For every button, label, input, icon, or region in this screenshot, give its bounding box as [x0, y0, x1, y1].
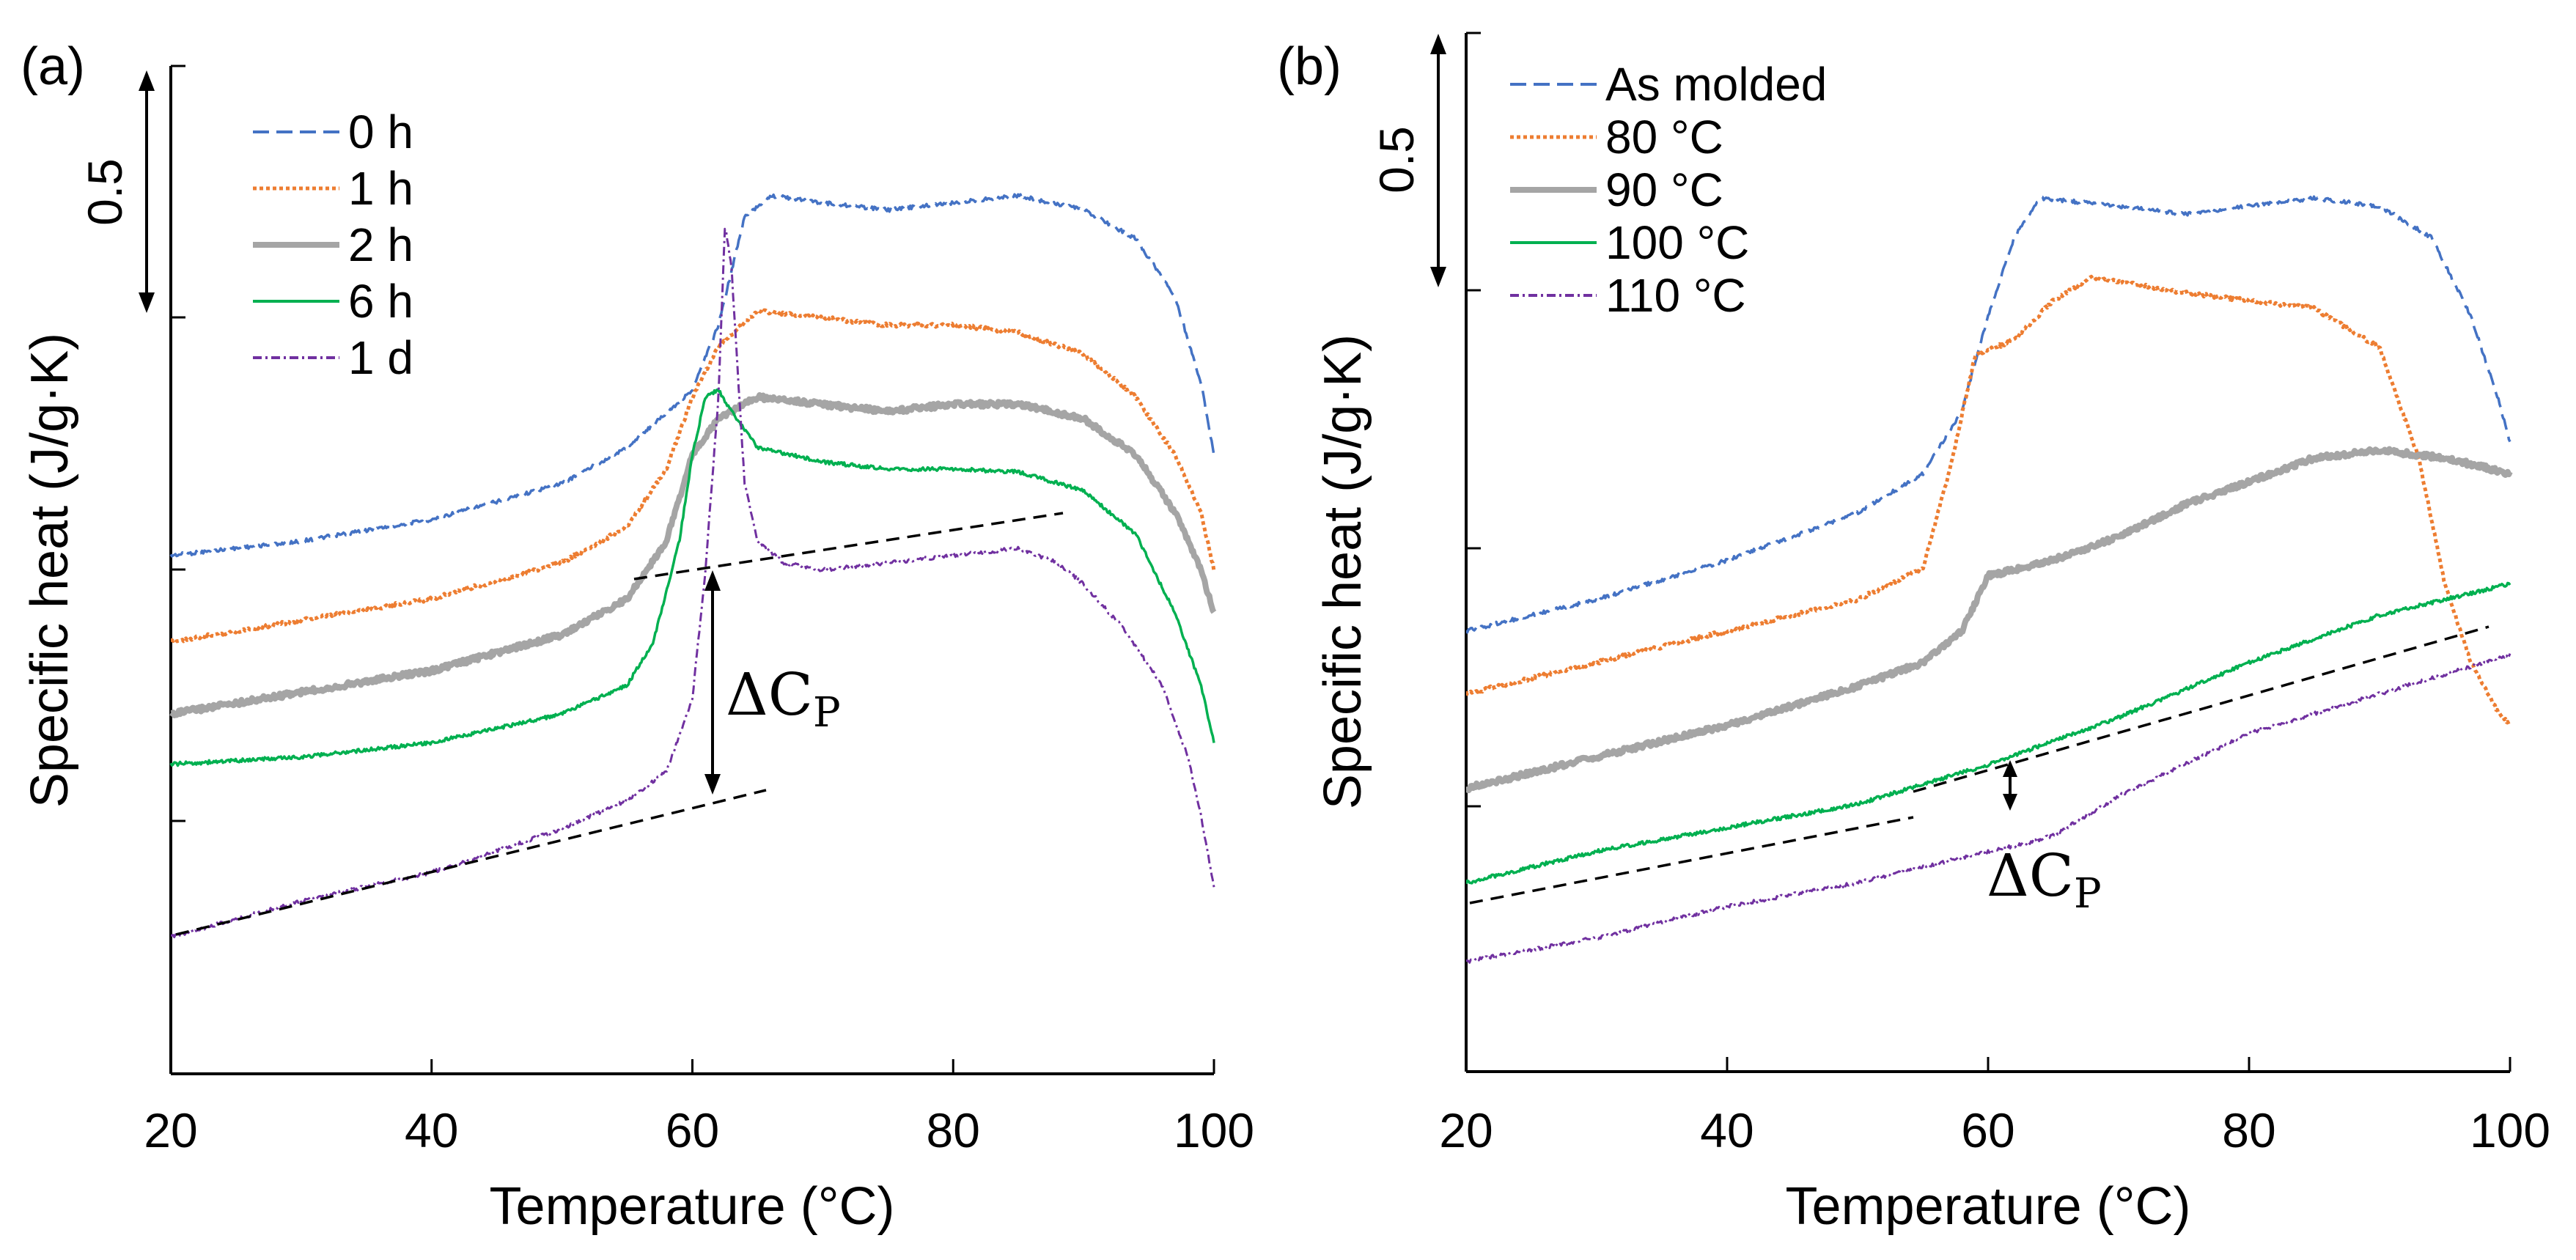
panel-a-legend-label-1-d: 1 d [348, 331, 413, 384]
panel-b-y-minor-ticks [1466, 32, 1481, 808]
panel-b-scale-bar-arrow-up [1430, 34, 1446, 54]
panel-b-series-80c-line [1466, 274, 2512, 728]
panel-b-series-90c-line [1466, 446, 2513, 794]
panel-b-series-110c-line [1466, 652, 2511, 964]
panel-b-delta-cp-arrow [2003, 760, 2017, 811]
panel-b-scale-bar: 0.5 [1369, 34, 1446, 287]
panel-a-scale-bar: 0.5 [78, 70, 155, 313]
panel-b-x-axis-title: Temperature (°C) [1786, 1177, 2191, 1236]
panel-a-x-tick-label: 100 [1174, 1103, 1254, 1157]
panel-a-delta-cp-label: ΔCP [726, 660, 841, 737]
panel-b-x-tick-label: 20 [1439, 1103, 1493, 1157]
panel-a-x-axis-title: Temperature (°C) [490, 1177, 895, 1236]
panel-a-scale-bar-arrow-up [139, 70, 155, 91]
panel-a-y-minor-ticks [171, 65, 185, 822]
panel-b-legend-label-100-c: 100 °C [1605, 216, 1749, 269]
panel-b-scale-bar-label: 0.5 [1369, 126, 1424, 194]
panel-a-delta-cp-arrow [704, 570, 721, 795]
panel-a-legend-label-2-h: 2 h [348, 218, 413, 271]
panel-b-plot-area [1466, 195, 2513, 964]
panel-b-legend-label-as-molded: As molded [1605, 58, 1827, 111]
panel-a-tangent-lower [175, 789, 767, 936]
panel-b-legend-label-110-c: 110 °C [1605, 269, 1746, 322]
panel-a-series-1d-line [171, 227, 1215, 939]
panel-a: (a) 20 40 60 80 100 Temperature (°C) Specifi… [21, 37, 1254, 1236]
panel-a-x-tick-label: 60 [666, 1103, 719, 1157]
panel-a-series-2h-line [169, 392, 1217, 718]
panel-a-series-1h-line [170, 308, 1216, 645]
panel-a-plot-area [169, 193, 1217, 939]
panel-a-x-ticks: 20 40 60 80 100 [144, 1059, 1254, 1157]
panel-a-scale-bar-arrow-down [139, 292, 155, 313]
panel-a-series-0h-line [169, 193, 1215, 558]
panel-b-tangent-upper [1913, 625, 2489, 793]
panel-b-delta-cp-label: ΔCP [1987, 841, 2102, 918]
panel-a-label: (a) [21, 37, 85, 96]
panel-b-x-tick-label: 100 [2470, 1103, 2550, 1157]
panel-b-label: (b) [1277, 37, 1342, 96]
panel-a-x-tick-label: 40 [405, 1103, 458, 1157]
panel-a-series-6h-line [169, 388, 1215, 767]
panel-a-x-tick-label: 20 [144, 1103, 197, 1157]
panel-b-y-axis-title: Specific heat (J/g·K) [1314, 334, 1372, 809]
panel-b-x-tick-label: 80 [2222, 1103, 2275, 1157]
panel-a-tangent-upper [633, 512, 1064, 581]
panel-a-legend-label-6-h: 6 h [348, 275, 413, 328]
panel-b-tangent-lower [1469, 816, 1914, 905]
panel-a-legend-label-0-h: 0 h [348, 106, 413, 158]
panel-a-x-tick-label: 80 [927, 1103, 980, 1157]
panel-b-series-100c-line [1466, 581, 2511, 885]
panel-b-scale-bar-arrow-down [1430, 267, 1446, 287]
panel-b-legend-label-80-c: 80 °C [1605, 111, 1723, 163]
panel-b: (b) 20 40 60 80 100 Temperature (°C) Specifi… [1277, 32, 2550, 1236]
panel-a-legend: 0 h1 h2 h6 h1 d [253, 106, 413, 384]
panel-b-x-tick-label: 40 [1700, 1103, 1753, 1157]
panel-a-y-axis-title: Specific heat (J/g·K) [21, 333, 79, 808]
panel-b-series-as-molded-line [1466, 195, 2511, 634]
panel-b-legend-label-90-c: 90 °C [1605, 163, 1723, 216]
panel-a-legend-label-1-h: 1 h [348, 162, 413, 215]
panel-b-x-ticks: 20 40 60 80 100 [1439, 1057, 2550, 1157]
panel-b-x-tick-label: 60 [1961, 1103, 2014, 1157]
panel-a-scale-bar-label: 0.5 [78, 158, 132, 226]
